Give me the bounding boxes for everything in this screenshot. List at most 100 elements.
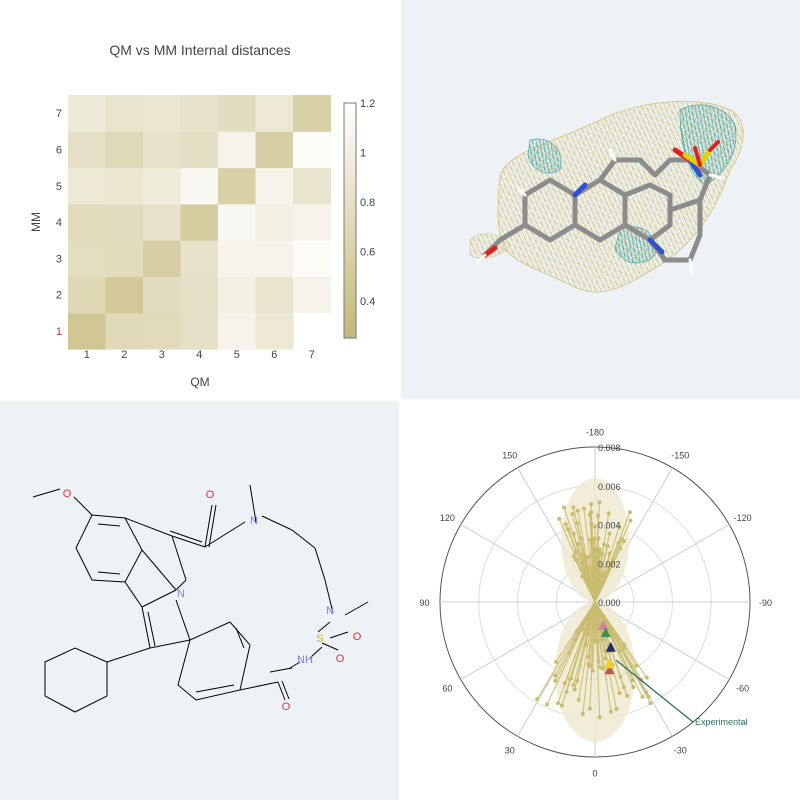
angle-tick-label: 30 <box>505 746 515 756</box>
annotation-label: Experimental <box>695 717 748 727</box>
data-point <box>597 665 602 670</box>
data-point <box>553 673 558 678</box>
data-point <box>603 656 608 661</box>
data-point <box>562 681 567 686</box>
angular-gridline <box>460 524 596 603</box>
heatmap-cell <box>143 131 181 169</box>
angle-tick-label: -120 <box>734 513 752 523</box>
heatmap-cell <box>293 167 331 205</box>
data-point <box>580 712 585 717</box>
data-spoke <box>594 553 601 603</box>
x-axis-label: QM <box>190 375 209 389</box>
heatmap-cell <box>68 167 106 205</box>
data-point <box>593 546 598 551</box>
heatmap-cell <box>180 203 219 241</box>
angle-tick-label: -150 <box>671 450 689 460</box>
data-spoke <box>580 537 596 603</box>
heatmap-cell <box>68 203 106 241</box>
data-spoke <box>582 601 596 715</box>
data-point <box>572 687 577 692</box>
data-point <box>608 709 613 714</box>
data-point <box>590 668 595 673</box>
data-point <box>594 624 599 629</box>
data-point <box>573 557 578 562</box>
data-point <box>596 513 601 518</box>
heatmap-cell <box>218 167 256 205</box>
heatmap-cell <box>143 312 181 350</box>
data-point <box>606 511 611 516</box>
heatmap-cell <box>255 276 294 314</box>
heatmap-cell <box>105 240 144 277</box>
data-point <box>597 715 602 720</box>
heatmap-cell <box>218 276 256 314</box>
atom-n-amide: N <box>250 515 258 527</box>
structure-2d-panel: O O N N N S O O NH O <box>0 400 400 800</box>
colorbar <box>343 102 357 339</box>
heatmap-cell <box>180 131 219 169</box>
data-spoke <box>594 601 622 677</box>
data-point <box>579 536 584 541</box>
colorbar-tick-label: 0.6 <box>360 246 375 258</box>
angle-tick-label: 120 <box>440 513 455 523</box>
heatmap-cell <box>293 203 331 241</box>
data-point <box>648 701 653 706</box>
radial-tick-label: 0.008 <box>598 443 621 453</box>
data-spoke <box>592 601 596 671</box>
x-tick-label: 2 <box>121 349 127 361</box>
data-point <box>598 552 603 557</box>
data-point <box>592 524 597 529</box>
y-tick-label: 7 <box>56 108 62 120</box>
data-point <box>559 703 564 708</box>
atom-nh: NH <box>297 654 313 666</box>
data-point <box>553 678 558 683</box>
x-tick-label: 5 <box>234 349 240 361</box>
angle-tick-label: 150 <box>502 450 517 460</box>
heatmap-panel: QM vs MM Internal distances 1 2 3 4 5 6 7 1 2 3 4 5 6… <box>0 0 400 400</box>
data-point <box>586 631 591 636</box>
molecule-3d-view[interactable] <box>400 0 800 400</box>
data-point <box>631 685 636 690</box>
y-tick-label: 5 <box>56 181 62 193</box>
data-point <box>625 693 630 698</box>
data-point <box>562 505 567 510</box>
data-point <box>570 511 575 516</box>
molecule-3d-panel[interactable] <box>400 0 800 400</box>
polar-panel: 0.000 0.002 0.004 0.006 0.008 0 30 60 90 120 150 -1… <box>400 400 800 800</box>
atom-o-ketone: O <box>206 489 215 501</box>
heatmap-cell <box>68 240 106 277</box>
heatmap-cell <box>143 167 181 205</box>
radial-tick-label: 0.002 <box>598 559 621 569</box>
heatmap-cell <box>68 312 106 350</box>
data-point <box>580 623 585 628</box>
data-point <box>601 542 606 547</box>
data-point <box>588 510 593 515</box>
data-spoke <box>594 526 620 603</box>
x-tick-label: 3 <box>159 349 165 361</box>
data-point <box>597 500 602 505</box>
data-point <box>557 516 562 521</box>
heatmap-cell <box>143 276 181 314</box>
data-point <box>535 697 540 702</box>
atom-s: S <box>316 633 323 645</box>
heatmap-cell <box>105 203 144 241</box>
data-point <box>596 536 601 541</box>
heatmap-cell <box>180 167 219 205</box>
heatmap-cell <box>180 240 219 277</box>
angle-tick-label: 60 <box>442 683 452 693</box>
y-tick-label: 2 <box>56 290 62 302</box>
data-point <box>575 508 580 513</box>
data-point <box>554 659 559 664</box>
data-point <box>571 683 576 688</box>
density-mesh-yellow <box>497 100 744 293</box>
data-spoke <box>564 601 596 684</box>
data-point <box>545 702 550 707</box>
heatmap-cell <box>255 131 294 169</box>
data-point <box>563 522 568 527</box>
heatmap-chart: QM vs MM Internal distances 1 2 3 4 5 6 7 1 2 3 4 5 6… <box>29 42 375 389</box>
polar-chart: 0.000 0.002 0.004 0.006 0.008 0 30 60 90 120 150 -1… <box>419 428 772 779</box>
data-point <box>555 701 560 706</box>
data-point <box>621 685 626 690</box>
data-point <box>621 539 626 544</box>
data-spoke <box>567 529 596 603</box>
radial-tick-label: 0.000 <box>598 598 621 608</box>
